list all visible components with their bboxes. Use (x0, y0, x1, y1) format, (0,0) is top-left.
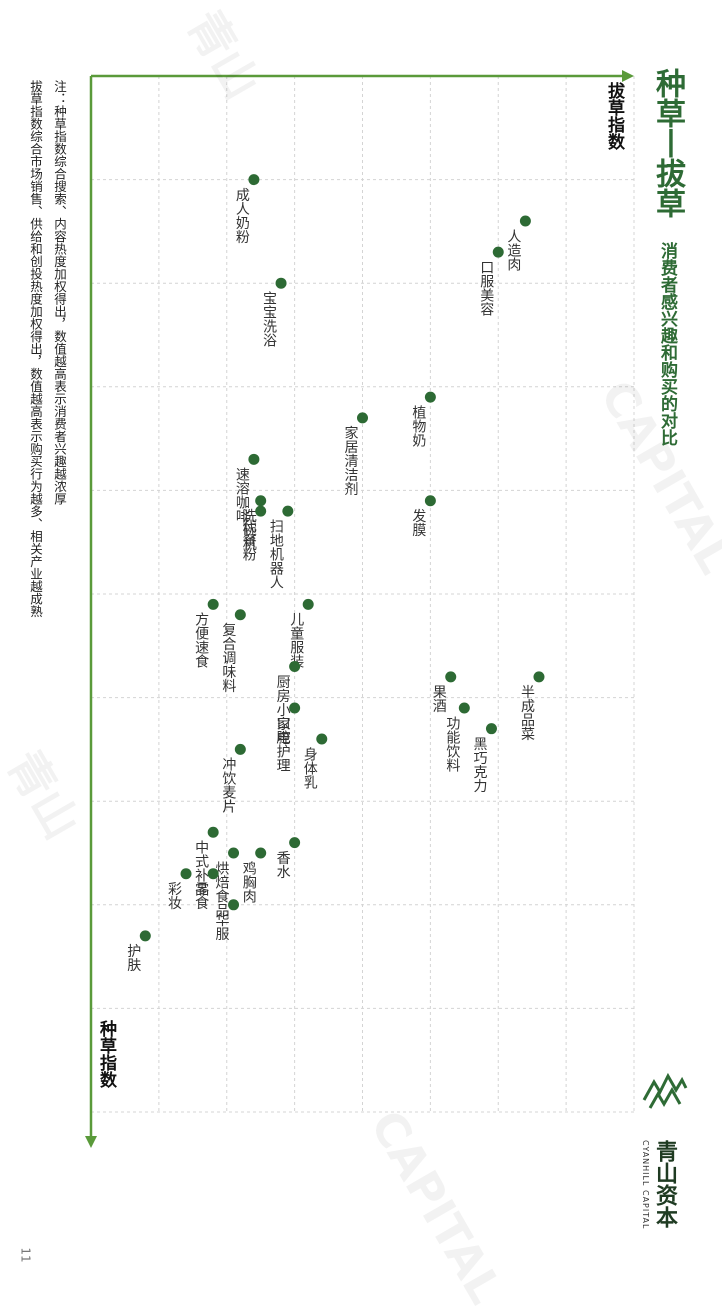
chart-grid (90, 76, 635, 1113)
data-point (255, 505, 267, 517)
data-label: 成人奶粉 (234, 188, 250, 245)
data-label: 彩妆 (166, 882, 182, 910)
y-axis-arrow (622, 70, 634, 82)
data-point (519, 215, 531, 227)
data-label: 护肤 (125, 944, 141, 973)
data-point (485, 723, 497, 735)
data-label: 冲饮麦片 (220, 757, 236, 813)
data-label: 方便速食 (193, 612, 209, 668)
data-label: 口腔护理 (275, 716, 291, 772)
data-point (282, 505, 294, 517)
data-point (289, 661, 301, 673)
data-point (234, 743, 246, 755)
data-point (255, 847, 267, 859)
data-point (357, 412, 368, 424)
data-label: 复合调味料 (220, 622, 236, 693)
data-label: 儿童服装 (288, 612, 304, 668)
data-point (228, 847, 240, 859)
data-label: 身体乳 (302, 747, 318, 789)
data-point (248, 174, 260, 186)
data-point (316, 733, 328, 745)
data-point (445, 671, 457, 683)
data-point (424, 495, 436, 507)
data-label: 代餐粉 (241, 519, 257, 562)
data-label: 洗碗机 (241, 509, 257, 552)
y-axis-label: 拔草指数 (604, 82, 624, 150)
data-label: 香水 (275, 851, 291, 879)
data-point (207, 598, 219, 610)
data-label: 华服 (214, 913, 230, 942)
data-point (207, 868, 219, 880)
data-point (533, 671, 545, 683)
page-subtitle: 消费者感兴趣和购买的对比 (657, 242, 677, 447)
data-label: 零食 (193, 882, 209, 910)
data-label: 人造肉 (505, 229, 521, 271)
data-point (139, 930, 151, 942)
data-point (275, 277, 287, 289)
data-point (207, 826, 219, 838)
data-label: 植物奶 (410, 405, 426, 448)
data-point (248, 453, 260, 465)
data-point (180, 868, 192, 880)
chart-axes (85, 70, 634, 1148)
data-label: 中式补品 (193, 840, 209, 896)
page-title: 种草丨拔草 消费者感兴趣和购买的对比 (645, 68, 689, 446)
logo-name: 青山资本 (652, 1140, 677, 1228)
data-label: 黑巧克力 (471, 737, 487, 794)
data-label: 口服美容 (478, 260, 494, 316)
data-label: 家居清洁剂 (343, 425, 359, 496)
data-label: 发膜 (410, 509, 426, 537)
data-point (234, 609, 246, 621)
note-line: 注：种草指数综合搜索、内容热度加权得出，数值越高表示消费者兴趣越浓厚 (52, 80, 67, 505)
data-point (302, 598, 314, 610)
logo-name-en: CYANHILL CAPITAL (641, 1140, 650, 1230)
title-text: 种草丨拔草 (650, 68, 685, 218)
data-label: 半成品菜 (519, 685, 535, 741)
data-label: 鸡胸肉 (241, 860, 257, 903)
data-point (255, 495, 267, 507)
data-label: 扫地机器人 (268, 519, 284, 589)
data-point (228, 899, 240, 911)
data-point (289, 837, 301, 849)
data-point (289, 702, 301, 714)
data-point (458, 702, 470, 714)
data-label: 宝宝洗浴 (261, 291, 277, 347)
page-number: 11 (18, 1247, 33, 1263)
x-axis-arrow (85, 1136, 97, 1148)
data-point (424, 391, 436, 403)
x-axis-label: 种草指数 (96, 1020, 116, 1088)
data-label: 厨房小家电 (275, 675, 291, 745)
note-line: 拔草指数综合市场销售、供给和创投热度加权得出，数值越高表示购买行为越多、相关产业… (28, 80, 43, 618)
data-label: 果酒 (431, 685, 447, 713)
mountain-logo-icon (642, 1072, 688, 1109)
data-label: 速溶咖啡 (234, 467, 250, 523)
data-point (492, 246, 504, 258)
data-label: 功能饮料 (444, 716, 460, 772)
